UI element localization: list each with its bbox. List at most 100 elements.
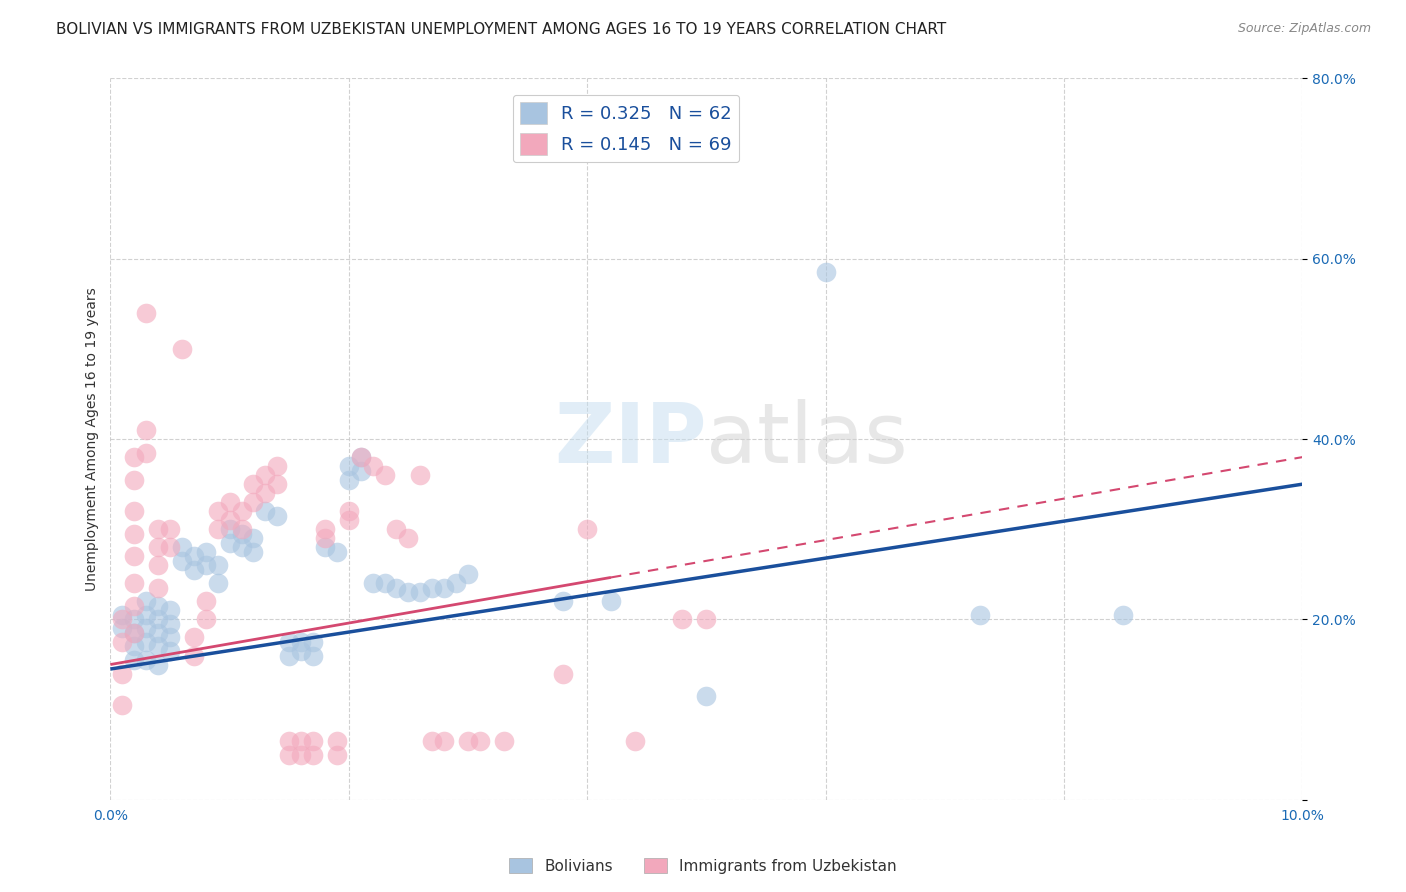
Point: [553, 594, 575, 608]
Point: [122, 599, 145, 613]
Point: [135, 423, 157, 437]
Point: [266, 459, 288, 474]
Point: [695, 612, 717, 626]
Point: [170, 541, 193, 555]
Point: [254, 486, 277, 500]
Point: [135, 653, 157, 667]
Point: [122, 626, 145, 640]
Point: [314, 541, 336, 555]
Point: [278, 734, 301, 748]
Point: [194, 545, 217, 559]
Point: [302, 747, 325, 762]
Point: [183, 648, 205, 663]
Point: [122, 576, 145, 591]
Point: [159, 631, 181, 645]
Point: [266, 508, 288, 523]
Point: [159, 541, 181, 555]
Point: [218, 495, 240, 509]
Point: [396, 531, 419, 545]
Point: [695, 689, 717, 703]
Point: [242, 495, 264, 509]
Point: [409, 585, 432, 599]
Point: [207, 558, 229, 573]
Point: [111, 607, 134, 622]
Point: [218, 536, 240, 550]
Point: [146, 640, 169, 654]
Point: [254, 504, 277, 518]
Point: [553, 666, 575, 681]
Point: [231, 526, 253, 541]
Point: [194, 594, 217, 608]
Point: [111, 635, 134, 649]
Point: [361, 576, 384, 591]
Point: [302, 734, 325, 748]
Point: [396, 585, 419, 599]
Point: [409, 468, 432, 483]
Point: [183, 631, 205, 645]
Point: [814, 265, 837, 279]
Point: [135, 306, 157, 320]
Point: [122, 653, 145, 667]
Point: [111, 622, 134, 636]
Point: [146, 541, 169, 555]
Point: [350, 464, 373, 478]
Point: [254, 468, 277, 483]
Point: [122, 612, 145, 626]
Point: [242, 477, 264, 491]
Point: [600, 594, 623, 608]
Point: [302, 635, 325, 649]
Point: [337, 504, 360, 518]
Point: [159, 644, 181, 658]
Point: [337, 473, 360, 487]
Point: [231, 541, 253, 555]
Point: [385, 522, 408, 536]
Point: [278, 635, 301, 649]
Point: [457, 734, 479, 748]
Legend: R = 0.325   N = 62, R = 0.145   N = 69: R = 0.325 N = 62, R = 0.145 N = 69: [513, 95, 740, 162]
Point: [337, 459, 360, 474]
Point: [146, 657, 169, 672]
Point: [278, 648, 301, 663]
Point: [468, 734, 491, 748]
Point: [337, 513, 360, 527]
Point: [111, 612, 134, 626]
Point: [290, 635, 312, 649]
Point: [207, 576, 229, 591]
Point: [122, 640, 145, 654]
Point: [146, 581, 169, 595]
Point: [135, 607, 157, 622]
Point: [373, 468, 395, 483]
Point: [242, 545, 264, 559]
Point: [183, 549, 205, 564]
Text: ZIP: ZIP: [554, 399, 706, 480]
Point: [420, 734, 443, 748]
Point: [671, 612, 693, 626]
Point: [111, 698, 134, 712]
Point: [207, 504, 229, 518]
Legend: Bolivians, Immigrants from Uzbekistan: Bolivians, Immigrants from Uzbekistan: [503, 852, 903, 880]
Point: [326, 734, 349, 748]
Point: [122, 473, 145, 487]
Point: [361, 459, 384, 474]
Point: [373, 576, 395, 591]
Point: [433, 581, 456, 595]
Point: [326, 747, 349, 762]
Point: [290, 734, 312, 748]
Point: [218, 513, 240, 527]
Point: [266, 477, 288, 491]
Point: [146, 558, 169, 573]
Point: [194, 612, 217, 626]
Point: [290, 644, 312, 658]
Point: [969, 607, 991, 622]
Point: [207, 522, 229, 536]
Point: [492, 734, 515, 748]
Point: [326, 545, 349, 559]
Point: [231, 522, 253, 536]
Point: [302, 648, 325, 663]
Point: [385, 581, 408, 595]
Point: [183, 563, 205, 577]
Text: Source: ZipAtlas.com: Source: ZipAtlas.com: [1237, 22, 1371, 36]
Point: [159, 603, 181, 617]
Point: [624, 734, 647, 748]
Point: [350, 450, 373, 465]
